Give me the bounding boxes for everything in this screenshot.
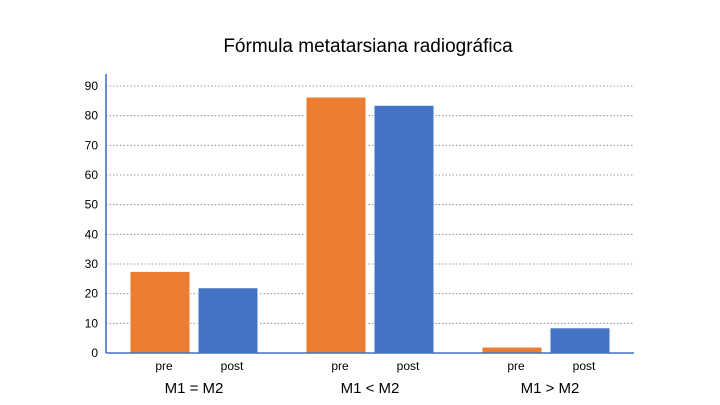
category-label: M1 = M2: [165, 380, 224, 397]
y-tick-label: 20: [85, 287, 99, 301]
y-tick-label: 60: [85, 168, 99, 182]
bar-post: [197, 287, 259, 354]
bar-label-post: post: [573, 359, 596, 373]
chart-title: Fórmula metatarsiana radiográfica: [223, 36, 513, 57]
y-tick-label: 10: [85, 316, 99, 330]
bar-label-pre: pre: [331, 359, 349, 373]
gridlines: [106, 85, 634, 324]
bar-label-pre: pre: [155, 359, 173, 373]
y-tick-label: 0: [91, 346, 98, 360]
bar-post: [373, 104, 435, 354]
bar-label-post: post: [397, 359, 420, 373]
bars: [129, 96, 611, 354]
bar-pre: [305, 96, 367, 354]
bar-label-post: post: [221, 359, 244, 373]
y-tick-label: 70: [85, 138, 99, 152]
y-tick-label: 40: [85, 227, 99, 241]
category-labels: pre post M1 = M2 pre post M1 < M2 pre post M1 > …: [155, 359, 596, 397]
y-tick-label: 50: [85, 198, 99, 212]
y-tick-label: 90: [85, 79, 99, 93]
y-axis-ticks: 0 10 20 30 40 50 60 70 80 90: [85, 79, 99, 360]
bar-pre: [481, 346, 543, 354]
category-label: M1 < M2: [341, 380, 400, 397]
bar-post: [549, 327, 611, 354]
bar-label-pre: pre: [507, 359, 525, 373]
y-tick-label: 30: [85, 257, 99, 271]
y-tick-label: 80: [85, 109, 99, 123]
bar-pre: [129, 270, 191, 354]
category-label: M1 > M2: [521, 380, 580, 397]
